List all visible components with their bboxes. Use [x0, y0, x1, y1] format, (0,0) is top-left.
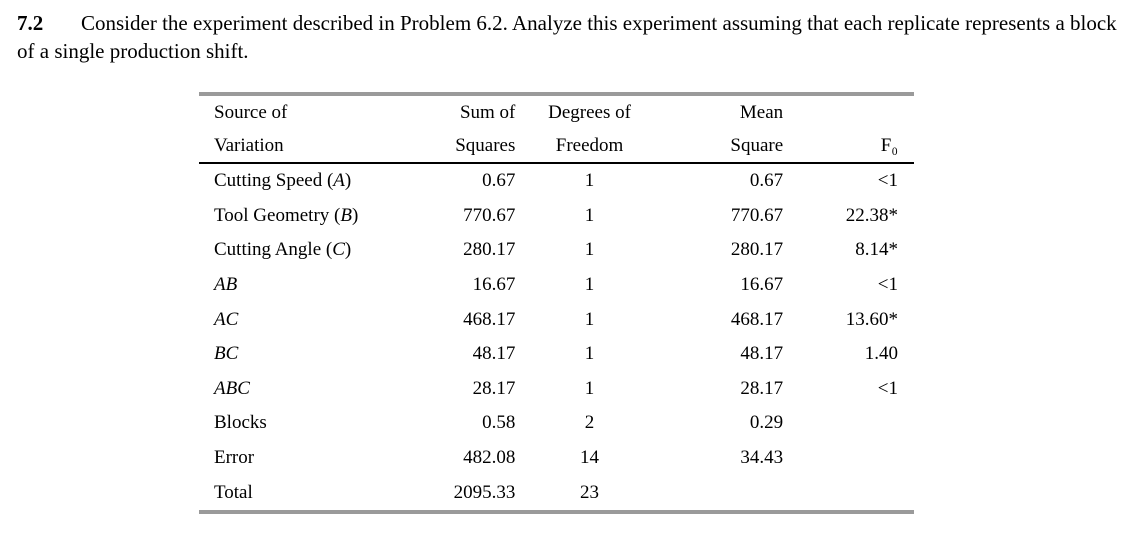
cell-degrees-of-freedom: 1 — [584, 377, 595, 399]
cell-f0 — [783, 475, 914, 512]
cell-source: Error — [214, 447, 255, 469]
cell-f0: 13.60* — [845, 308, 898, 330]
factor-letter: B — [340, 204, 352, 226]
cell-sum-of-squares: 2095.33 — [453, 481, 516, 503]
cell-degrees-of-freedom: 1 — [584, 343, 595, 365]
cell-source: BC — [214, 343, 239, 365]
table-row: Blocks 0.58 2 0.29 — [199, 406, 914, 441]
header-f-1 — [783, 94, 914, 129]
table-row: AB 16.67 1 16.67 <1 — [199, 268, 914, 303]
table-row: Cutting Speed (A) 0.67 1 0.67 <1 — [199, 163, 914, 199]
cell-degrees-of-freedom: 1 — [584, 204, 595, 226]
cell-source: Tool Geometry (B) — [214, 204, 359, 226]
table-row: Error 482.08 14 34.43 — [199, 441, 914, 476]
cell-mean-square: 0.67 — [749, 170, 784, 192]
cell-mean-square: 468.17 — [730, 308, 784, 330]
header-df-2: Freedom — [515, 129, 664, 164]
cell-mean-square — [664, 475, 783, 512]
cell-source: Cutting Angle (C) — [214, 239, 352, 261]
cell-sum-of-squares: 16.67 — [472, 274, 516, 296]
header-ms-2: Square — [663, 129, 784, 164]
header-source-1: Source of — [214, 101, 288, 123]
cell-source: Blocks — [214, 412, 267, 434]
cell-degrees-of-freedom: 1 — [584, 308, 595, 330]
cell-f0: <1 — [877, 377, 898, 399]
header-df-1: Degrees of — [548, 101, 631, 123]
problem-number: 7.2 — [17, 11, 44, 35]
header-row: Source of Sum of Degrees of Mean — [199, 94, 914, 129]
cell-f0: 8.14* — [855, 239, 898, 261]
cell-sum-of-squares: 770.67 — [463, 204, 516, 226]
cell-degrees-of-freedom: 1 — [584, 239, 595, 261]
table-row: AC 468.17 1 468.17 13.60* — [199, 302, 914, 337]
cell-mean-square: 28.17 — [740, 377, 784, 399]
cell-f0: <1 — [877, 170, 898, 192]
cell-source: ABC — [214, 377, 250, 399]
cell-degrees-of-freedom: 2 — [584, 412, 595, 434]
problem-statement: 7.2 Consider the experiment described in … — [17, 9, 1117, 65]
table-row: Tool Geometry (B) 770.67 1 770.67 22.38* — [199, 199, 914, 234]
cell-source: Total — [214, 481, 253, 503]
cell-mean-square: 48.17 — [740, 343, 784, 365]
cell-degrees-of-freedom: 1 — [584, 170, 595, 192]
table-body: Cutting Speed (A) 0.67 1 0.67 <1 Tool Geometr… — [199, 163, 914, 512]
cell-f0 — [783, 406, 914, 441]
cell-f0 — [783, 441, 914, 476]
cell-source: AB — [214, 274, 238, 296]
cell-mean-square: 280.17 — [730, 239, 784, 261]
header-ms-1: Mean — [739, 101, 784, 123]
factor-letter: A — [333, 170, 345, 192]
cell-degrees-of-freedom: 14 — [580, 447, 600, 469]
factor-letter: C — [332, 239, 345, 261]
cell-f0: 22.38* — [845, 204, 898, 226]
cell-sum-of-squares: 482.08 — [463, 447, 516, 469]
anova-table: Source of Sum of Degrees of Mean Variati… — [199, 92, 914, 514]
cell-sum-of-squares: 0.58 — [482, 412, 516, 434]
cell-degrees-of-freedom: 1 — [584, 274, 595, 296]
header-ss-2: Squares — [404, 129, 516, 164]
cell-sum-of-squares: 48.17 — [472, 343, 516, 365]
cell-mean-square: 16.67 — [740, 274, 784, 296]
cell-mean-square: 770.67 — [730, 204, 784, 226]
cell-source: AC — [214, 308, 239, 330]
header-f-2: F₀ — [783, 129, 914, 164]
cell-sum-of-squares: 468.17 — [463, 308, 516, 330]
table-row: BC 48.17 1 48.17 1.40 — [199, 337, 914, 372]
header-ss-1: Sum of — [459, 101, 516, 123]
cell-sum-of-squares: 28.17 — [472, 377, 516, 399]
header-row: Variation Squares Freedom Square F₀ — [199, 129, 914, 164]
cell-f0: <1 — [877, 274, 898, 296]
table-row: ABC 28.17 1 28.17 <1 — [199, 372, 914, 407]
problem-text: Consider the experiment described in Pro… — [17, 11, 1117, 63]
header-source-2: Variation — [199, 129, 405, 164]
cell-degrees-of-freedom: 23 — [580, 481, 600, 503]
cell-sum-of-squares: 280.17 — [463, 239, 516, 261]
cell-sum-of-squares: 0.67 — [482, 170, 516, 192]
cell-mean-square: 34.43 — [740, 447, 784, 469]
table-row: Total 2095.33 23 — [199, 475, 914, 512]
table-row: Cutting Angle (C) 280.17 1 280.17 8.14* — [199, 233, 914, 268]
cell-mean-square: 0.29 — [749, 412, 784, 434]
cell-source: Cutting Speed (A) — [214, 170, 352, 192]
cell-f0: 1.40 — [864, 343, 898, 365]
